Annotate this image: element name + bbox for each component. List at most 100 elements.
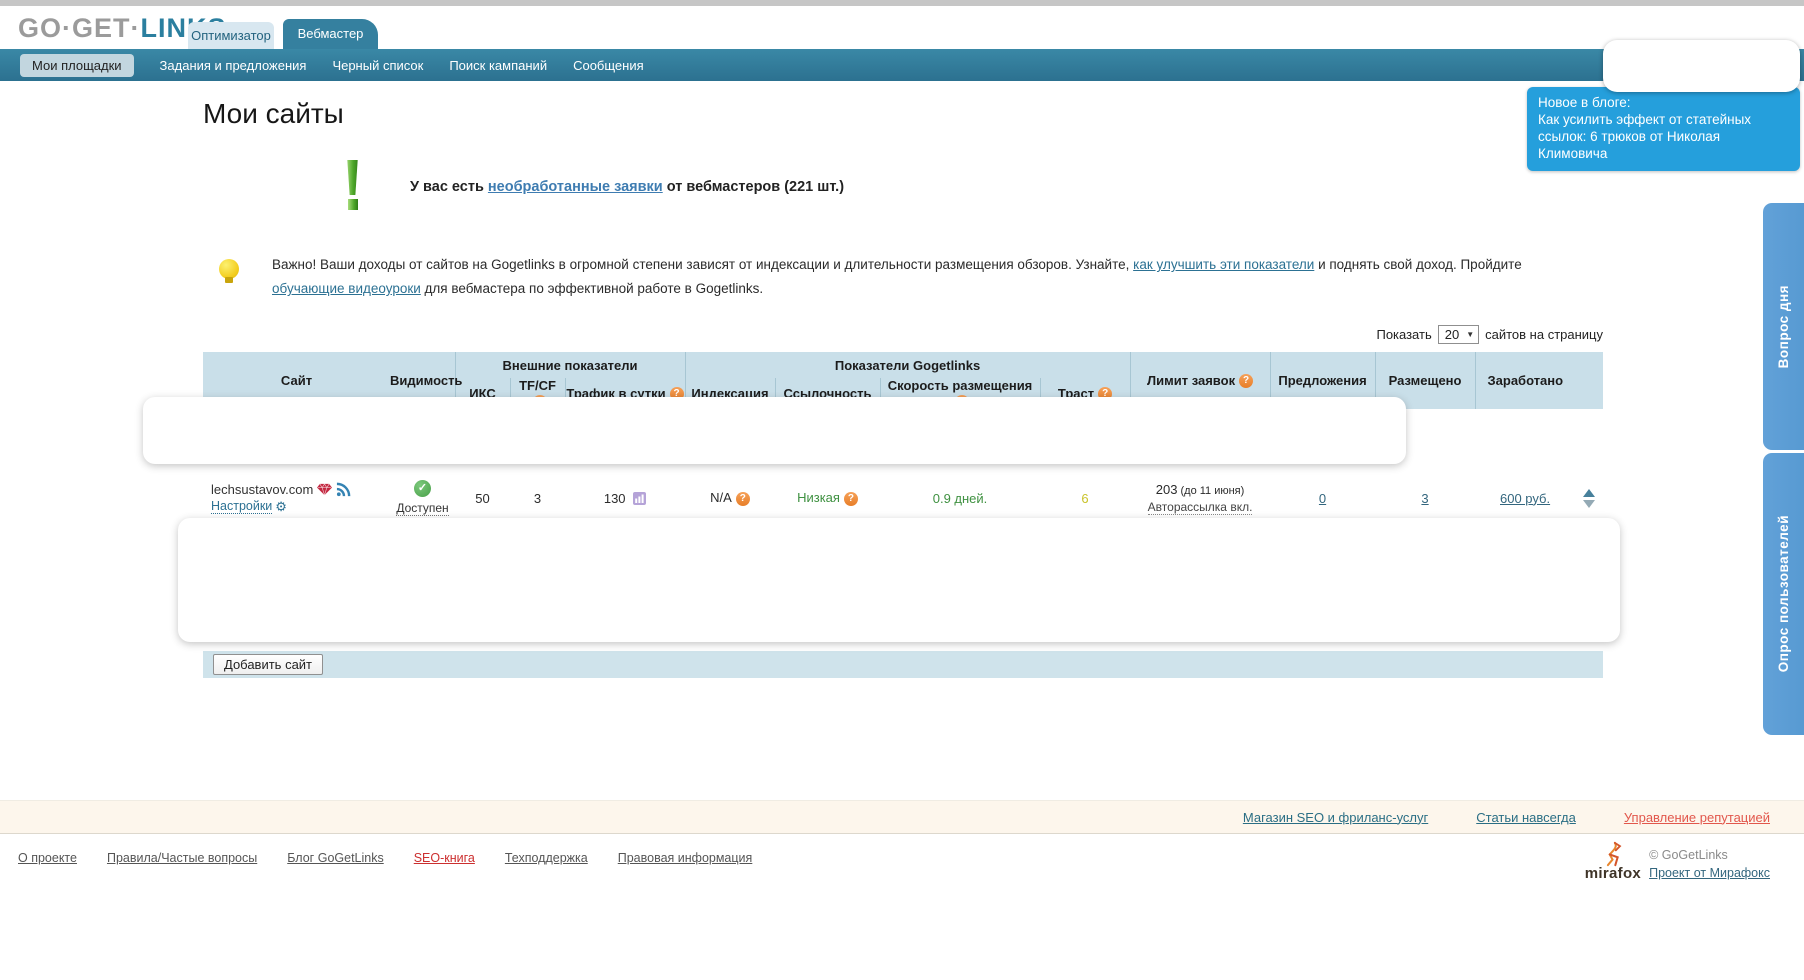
per-page-label-after: сайтов на страницу (1485, 327, 1603, 342)
copyright-text: © GoGetLinks (1649, 848, 1728, 862)
rss-icon[interactable] (336, 482, 351, 497)
mirafox-logo: mirafox (1585, 841, 1641, 882)
content-overlay-top (143, 397, 1406, 464)
sort-cell (1575, 473, 1604, 523)
earned-amount-link[interactable]: 600 руб. (1500, 490, 1551, 506)
iks-cell: 50 (455, 473, 510, 523)
page-title: Мои сайты (203, 98, 344, 129)
tab-webmaster-active[interactable]: Вебмастер (283, 19, 378, 49)
articles-forever-link[interactable]: Статьи навсегда (1476, 809, 1576, 825)
exclamation-bar (347, 160, 358, 195)
exclamation-icon (345, 160, 362, 210)
main-navbar: Мои площадки Задания и предложения Черны… (0, 49, 1804, 81)
help-icon-linking-value[interactable]: ? (843, 491, 858, 506)
move-down-arrow-icon[interactable] (1583, 499, 1596, 508)
reputation-management-link[interactable]: Управление репутацией (1623, 809, 1770, 825)
chevron-down-icon: ▼ (1466, 330, 1475, 339)
nav-campaign-search[interactable]: Поиск кампаний (449, 57, 548, 73)
blog-banner-title: Новое в блоге: (1538, 95, 1631, 110)
visibility-cell: ✓ Доступен (390, 473, 455, 523)
offers-count-link[interactable]: 0 (1318, 490, 1327, 506)
add-site-button[interactable]: Добавить сайт (213, 653, 324, 675)
col-header-limit-label: Лимит заявок (1147, 372, 1236, 388)
mirafox-block: mirafox © GoGetLinks Проект от Мирафокс (1585, 841, 1770, 882)
ruby-icon (317, 482, 333, 496)
per-page-control: Показать 20 ▼ сайтов на страницу (1376, 325, 1603, 344)
per-page-label-before: Показать (1376, 327, 1432, 342)
footer-support-link[interactable]: Техподдержка (504, 851, 588, 865)
linking-value: Низкая (797, 490, 840, 506)
speed-cell: 0.9 дней. (880, 473, 1041, 523)
col-header-sort (1575, 352, 1604, 409)
available-check-icon: ✓ (414, 480, 431, 498)
limit-until-note: (до 11 июня) (1180, 484, 1245, 497)
col-header-traffic-label: Трафик в сутки (566, 385, 666, 401)
important-notice: Важно! Ваши доходы от сайтов на Gogetlin… (272, 253, 1562, 301)
nav-messages[interactable]: Сообщения (573, 57, 644, 73)
site-domain: lechsustavov.com (211, 481, 314, 497)
browser-top-strip (0, 0, 1804, 6)
footer-legal-link[interactable]: Правовая информация (617, 851, 753, 865)
side-tab-question-label: Вопрос дня (1776, 284, 1791, 369)
trust-value: 6 (1081, 490, 1089, 506)
improve-metrics-link[interactable]: как улучшить эти показатели (1133, 257, 1315, 272)
side-tab-poll-label: Опрос пользователей (1776, 515, 1791, 673)
col-header-earned: Заработано (1474, 352, 1576, 409)
group-header-gogetlinks: Показатели Gogetlinks (684, 352, 1131, 378)
logo-text-gray: GO·GET· (18, 13, 141, 43)
notice-text-2: и поднять свой доход. Пройдите (1314, 257, 1522, 272)
traffic-value: 130 (603, 490, 626, 506)
nav-my-platforms[interactable]: Мои площадки (20, 53, 134, 77)
footer-rules-link[interactable]: Правила/Частые вопросы (106, 851, 258, 865)
blank-account-panel (1603, 40, 1800, 92)
trust-cell: 6 (1040, 473, 1131, 523)
site-cell: lechsustavov.com Настройки ⚙ (203, 473, 390, 523)
alert-text-after: от вебмастеров (221 шт.) (662, 179, 845, 195)
lightbulb-icon (219, 259, 239, 283)
per-page-select[interactable]: 20 ▼ (1437, 325, 1480, 344)
traffic-chart-icon[interactable] (633, 491, 647, 505)
mirafox-wordmark: mirafox (1584, 865, 1642, 882)
col-header-speed-label: Скорость размещения (887, 378, 1033, 393)
tab-optimizer[interactable]: Оптимизатор (188, 22, 274, 49)
footer-seo-book-link[interactable]: SEO-книга (413, 851, 475, 865)
side-tab-user-poll[interactable]: Опрос пользователей (1763, 453, 1804, 735)
placed-count-link[interactable]: 3 (1421, 490, 1429, 506)
footer-blog-link[interactable]: Блог GoGetLinks (287, 851, 384, 865)
move-up-arrow-icon[interactable] (1583, 488, 1596, 497)
content-overlay-bottom (178, 518, 1620, 642)
placed-cell: 3 (1375, 473, 1476, 523)
blog-banner-link[interactable]: Как усилить эффект от статейных ссылок: … (1538, 112, 1752, 161)
training-videos-link[interactable]: обучающие видеоуроки (272, 281, 421, 296)
footer-about-link[interactable]: О проекте (18, 851, 77, 865)
earned-cell: 600 руб. (1475, 473, 1576, 523)
notice-text-3: для вебмастера по эффективной работе в G… (420, 281, 764, 296)
nav-blacklist[interactable]: Черный список (332, 57, 424, 73)
alert-text-before: У вас есть (410, 179, 488, 195)
seo-shop-link[interactable]: Магазин SEO и фриланс-услуг (1242, 809, 1429, 825)
blog-announcement-banner: Новое в блоге: Как усилить эффект от ста… (1527, 87, 1800, 171)
site-settings-label: Настройки (211, 499, 273, 515)
mirafox-project-link[interactable]: Проект от Мирафокс (1649, 866, 1770, 880)
offers-cell: 0 (1270, 473, 1376, 523)
gear-icon: ⚙ (275, 498, 287, 514)
pending-requests-alert: У вас есть необработанные заявки от вебм… (410, 179, 844, 195)
help-icon-indexation-value[interactable]: ? (735, 491, 750, 506)
tfcf-cell: 3 (510, 473, 565, 523)
limit-value: 203 (1155, 481, 1178, 497)
promo-links-band: Магазин SEO и фриланс-услуг Статьи навсе… (0, 800, 1804, 834)
help-icon-limit[interactable]: ? (1239, 374, 1254, 389)
autosend-toggle-link[interactable]: Авторассылка вкл. (1147, 499, 1253, 515)
linking-cell: Низкая? (775, 473, 881, 523)
table-footer-band: Добавить сайт (203, 650, 1604, 678)
nav-tasks-and-offers[interactable]: Задания и предложения (159, 57, 307, 73)
side-tab-question-of-day[interactable]: Вопрос дня (1763, 203, 1804, 450)
notice-text-1: Важно! Ваши доходы от сайтов на Gogetlin… (272, 257, 1134, 272)
site-settings-link[interactable]: Настройки ⚙ (211, 499, 287, 515)
visibility-status-link[interactable]: Доступен (396, 501, 449, 517)
footer-links: О проекте Правила/Частые вопросы Блог Go… (18, 851, 752, 865)
pending-requests-link[interactable]: необработанные заявки (487, 179, 663, 195)
per-page-value: 20 (1444, 327, 1460, 342)
limit-cell: 203 (до 11 июня) Авторассылка вкл. (1130, 473, 1271, 523)
